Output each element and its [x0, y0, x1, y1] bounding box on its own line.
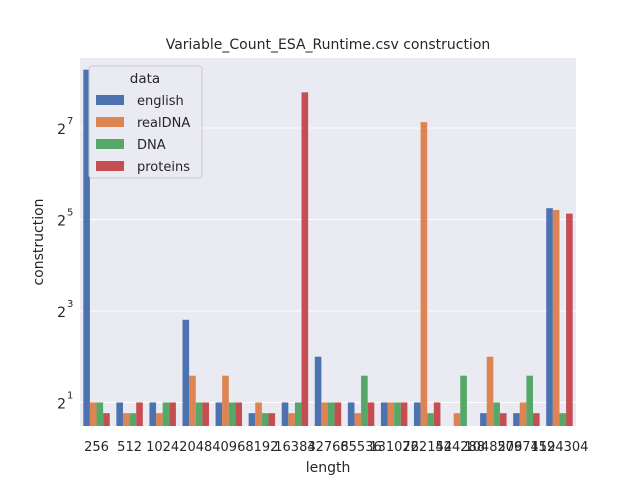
- x-tick-label: 256: [84, 440, 109, 455]
- x-tick-label: 16384: [274, 440, 315, 455]
- bar-english-2048: [182, 319, 190, 426]
- x-tick-label: 2097152: [497, 440, 555, 455]
- y-tick-exponent: 5: [67, 208, 73, 219]
- bar-proteins-1024: [169, 402, 176, 426]
- bar-proteins-65536: [367, 402, 375, 426]
- legend-title: data: [130, 71, 160, 87]
- bar-realDNA-1048576: [486, 356, 494, 426]
- bar-DNA-65536: [361, 375, 368, 426]
- y-tick-label: 2: [57, 305, 66, 321]
- bar-DNA-131072: [394, 402, 401, 426]
- bars: [83, 69, 573, 427]
- x-tick-label: 65536: [340, 440, 381, 455]
- x-tick-label: 2048: [179, 440, 212, 455]
- bar-proteins-16384: [301, 92, 309, 426]
- y-axis-label: construction: [31, 198, 47, 285]
- bar-proteins-4194304: [566, 213, 573, 426]
- bar-proteins-512: [136, 402, 143, 426]
- y-tick-exponent: 7: [67, 116, 73, 127]
- bar-english-256: [83, 69, 90, 427]
- bar-DNA-1024: [162, 402, 170, 426]
- bar-english-262144: [413, 402, 421, 426]
- x-tick-label: 262144: [402, 440, 452, 455]
- bar-realDNA-131072: [387, 402, 395, 426]
- legend: data english realDNA DNA proteins: [88, 65, 203, 179]
- bar-realDNA-65536: [354, 413, 362, 426]
- legend-swatch-proteins: [96, 161, 124, 171]
- bar-realDNA-32768: [321, 402, 328, 426]
- bar-DNA-8192: [261, 413, 269, 426]
- bar-DNA-524288: [460, 375, 467, 426]
- x-tick-label: 8192: [245, 440, 278, 455]
- bar-realDNA-2097152: [519, 402, 527, 426]
- legend-label-english: english: [137, 94, 184, 109]
- y-tick-label: 2: [57, 214, 66, 230]
- bar-proteins-1048576: [499, 413, 507, 426]
- bar-realDNA-16384: [288, 413, 295, 426]
- bar-DNA-512: [129, 413, 137, 426]
- bar-proteins-8192: [268, 413, 276, 426]
- bar-realDNA-8192: [255, 402, 262, 426]
- bar-english-8192: [248, 413, 256, 426]
- x-tick-label: 512: [117, 440, 142, 455]
- x-tick-labels: 256 512 1024 2048 4096 8192163843276865536131…: [84, 440, 588, 455]
- bar-proteins-32768: [334, 402, 342, 426]
- bar-proteins-2097152: [533, 413, 540, 426]
- x-tick-label: 131072: [369, 440, 419, 455]
- legend-swatch-DNA: [96, 139, 124, 149]
- bar-english-16384: [281, 402, 289, 426]
- bar-DNA-4096: [228, 402, 236, 426]
- bar-realDNA-512: [122, 413, 130, 426]
- bar-realDNA-2048: [189, 375, 196, 426]
- bar-proteins-2048: [202, 402, 209, 426]
- bar-english-1024: [149, 402, 157, 426]
- x-tick-label: 32768: [307, 440, 348, 455]
- y-tick-label: 2: [57, 396, 66, 412]
- y-tick-exponent: 1: [67, 390, 73, 401]
- bar-english-1048576: [480, 413, 487, 426]
- bar-proteins-4096: [235, 402, 243, 426]
- bar-realDNA-1024: [156, 413, 163, 426]
- bar-english-2097152: [513, 413, 520, 426]
- y-tick-label: 2: [57, 122, 66, 138]
- bar-realDNA-4194304: [552, 209, 560, 426]
- y-tick-exponent: 3: [67, 299, 73, 310]
- bar-realDNA-4096: [222, 375, 229, 426]
- x-tick-label: 524288: [435, 440, 485, 455]
- x-tick-label: 4096: [212, 440, 245, 455]
- chart-title: Variable_Count_ESA_Runtime.csv construct…: [166, 37, 491, 53]
- x-tick-label: 1048576: [464, 440, 522, 455]
- legend-label-realDNA: realDNA: [137, 116, 190, 131]
- legend-box: [88, 65, 203, 179]
- legend-label-proteins: proteins: [137, 160, 190, 175]
- x-tick-label: 1024: [146, 440, 179, 455]
- bar-proteins-262144: [433, 402, 441, 426]
- bar-realDNA-256: [89, 402, 97, 426]
- bar-DNA-262144: [427, 413, 434, 426]
- bar-realDNA-524288: [453, 413, 461, 426]
- bar-DNA-16384: [294, 402, 302, 426]
- bar-english-4194304: [546, 208, 553, 426]
- x-tick-label: 4194304: [531, 440, 589, 455]
- bar-english-131072: [380, 402, 388, 426]
- bar-realDNA-262144: [420, 122, 428, 426]
- bar-english-512: [116, 402, 123, 426]
- bar-proteins-256: [103, 413, 110, 426]
- bar-DNA-256: [96, 402, 104, 426]
- legend-swatch-english: [96, 95, 124, 105]
- bar-DNA-4194304: [559, 413, 567, 426]
- bar-DNA-2097152: [526, 375, 534, 426]
- bar-english-4096: [215, 402, 223, 426]
- legend-label-DNA: DNA: [137, 138, 166, 153]
- bar-english-65536: [347, 402, 355, 426]
- bar-proteins-131072: [400, 402, 408, 426]
- legend-swatch-realDNA: [96, 117, 124, 127]
- bar-DNA-2048: [195, 402, 203, 426]
- bar-english-32768: [314, 356, 322, 426]
- bar-DNA-1048576: [493, 402, 500, 426]
- x-axis-label: length: [306, 460, 351, 476]
- bar-DNA-32768: [328, 402, 335, 426]
